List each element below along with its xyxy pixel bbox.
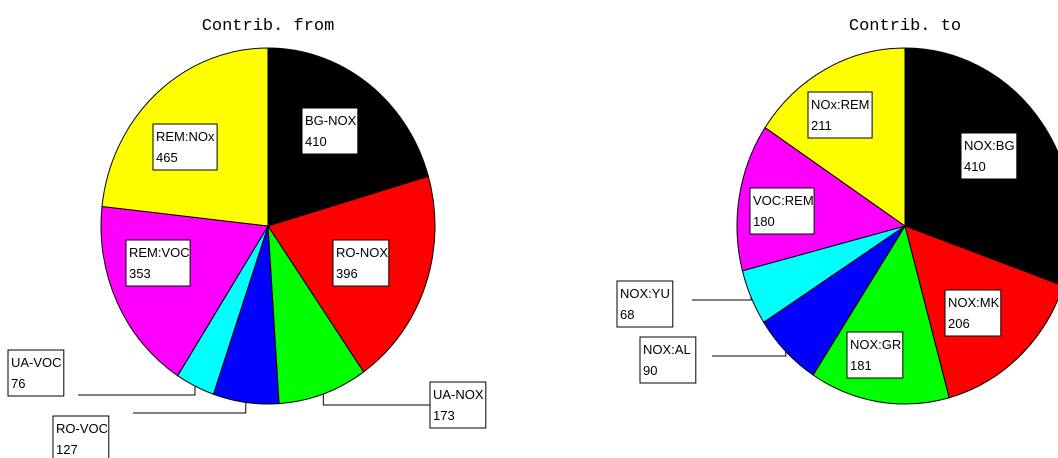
chart-title: Contrib. from bbox=[202, 17, 335, 36]
slice-value: 410 bbox=[964, 159, 986, 174]
label-box bbox=[846, 331, 904, 379]
label-box bbox=[125, 239, 191, 287]
label-box bbox=[301, 107, 359, 155]
slice-label: NOX:YU bbox=[620, 286, 670, 301]
slice-value: 410 bbox=[305, 134, 327, 149]
slice-label: NOX:GR bbox=[850, 337, 901, 352]
label-box bbox=[807, 91, 873, 139]
slice-value: 353 bbox=[129, 266, 151, 281]
slice-label: NOx:REM bbox=[811, 97, 870, 112]
slice-label: RO-NOX bbox=[336, 245, 388, 260]
slice-value: 68 bbox=[620, 307, 634, 322]
slice-label: VOC:REM bbox=[753, 193, 814, 208]
slice-value: 76 bbox=[11, 376, 25, 391]
slice-label: BG-NOX bbox=[305, 113, 357, 128]
slice-value: 465 bbox=[156, 150, 178, 165]
label-box bbox=[944, 289, 1002, 337]
slice-label: REM:VOC bbox=[129, 245, 190, 260]
label-box bbox=[429, 381, 487, 429]
slice-value: 396 bbox=[336, 266, 358, 281]
leader-line bbox=[133, 402, 247, 414]
leader-line bbox=[322, 393, 430, 406]
label-box bbox=[639, 336, 697, 384]
slice-label: RO-VOC bbox=[56, 421, 108, 436]
slice-value: 181 bbox=[850, 358, 872, 373]
label-box bbox=[749, 187, 815, 235]
label-box bbox=[332, 239, 390, 287]
leader-line bbox=[692, 297, 752, 301]
slice-label: UA-NOX bbox=[433, 387, 484, 402]
slice-label: NOX:AL bbox=[643, 342, 691, 357]
label-box bbox=[7, 349, 65, 397]
slice-value: 206 bbox=[948, 316, 970, 331]
slice-value: 211 bbox=[811, 118, 832, 133]
chart-title: Contrib. to bbox=[849, 17, 961, 36]
label-box bbox=[52, 415, 110, 458]
label-box bbox=[960, 132, 1018, 180]
slice-value: 180 bbox=[753, 214, 775, 229]
slice-label: UA-VOC bbox=[11, 355, 62, 370]
slice-value: 127 bbox=[56, 442, 78, 457]
leader-line bbox=[712, 351, 787, 357]
slice-value: 173 bbox=[433, 408, 455, 423]
slice-value: 90 bbox=[643, 363, 657, 378]
slice-label: REM:NOx bbox=[156, 129, 215, 144]
slice-label: NOX:MK bbox=[948, 295, 1000, 310]
pie-slice bbox=[267, 224, 365, 405]
label-box bbox=[616, 280, 674, 328]
leader-line bbox=[78, 386, 196, 396]
slice-label: NOX:BG bbox=[964, 138, 1015, 153]
label-box bbox=[152, 123, 218, 171]
pie-slice bbox=[736, 126, 907, 272]
